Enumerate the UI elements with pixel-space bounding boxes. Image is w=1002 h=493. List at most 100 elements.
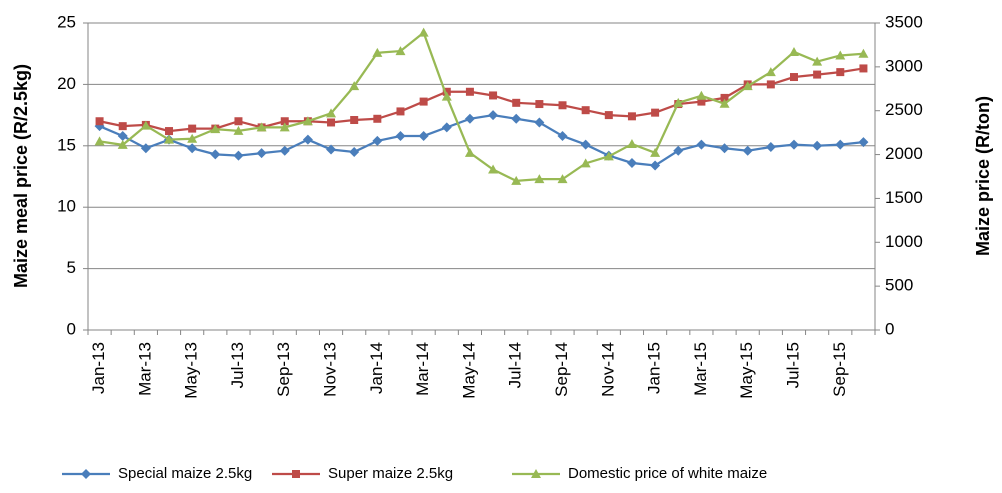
x-tick-label: Jul-13 [228, 342, 247, 388]
marker [512, 98, 521, 107]
marker [742, 81, 753, 91]
marker [696, 139, 707, 150]
series-line [99, 113, 864, 167]
y2-tick-label: 2500 [885, 100, 923, 119]
series-line [99, 30, 864, 183]
marker [395, 130, 406, 141]
marker [788, 46, 799, 56]
legend-marker [81, 469, 91, 479]
marker [464, 147, 475, 157]
marker [673, 97, 684, 107]
marker [441, 122, 452, 133]
x-tick-label: Mar-15 [691, 342, 710, 396]
marker [650, 147, 661, 157]
x-tick-label: Sep-15 [830, 342, 849, 397]
marker [765, 142, 776, 153]
legend-label: Special maize 2.5kg [118, 465, 252, 482]
marker [765, 67, 776, 77]
marker [210, 124, 221, 134]
marker [280, 117, 289, 126]
y2-tick-label: 500 [885, 276, 913, 295]
marker [465, 87, 474, 96]
marker [233, 150, 244, 161]
marker [419, 97, 428, 106]
marker [326, 144, 337, 155]
x-tick-label: Sep-13 [274, 342, 293, 397]
x-tick-label: Nov-13 [321, 342, 340, 397]
marker [511, 113, 522, 124]
y-tick-label: 20 [57, 74, 76, 93]
marker [187, 143, 198, 154]
marker [650, 160, 661, 171]
x-tick-label: Mar-13 [135, 342, 154, 396]
marker [140, 143, 151, 154]
y-axis-title: Maize meal price (R/2.5kg) [11, 64, 31, 288]
marker [604, 111, 613, 120]
legend-item: Domestic price of white maize [512, 465, 767, 482]
marker [234, 117, 243, 126]
marker [396, 107, 405, 116]
x-tick-label: May-14 [459, 342, 478, 399]
marker [256, 122, 267, 132]
marker [812, 140, 823, 151]
marker [627, 112, 636, 121]
x-tick-label: Jan-13 [89, 342, 108, 394]
y2-tick-label: 0 [885, 319, 894, 338]
marker [789, 73, 798, 82]
y2-tick-label: 3000 [885, 56, 923, 75]
marker [651, 108, 660, 117]
marker [326, 108, 337, 118]
marker [719, 143, 730, 154]
marker [418, 27, 429, 37]
y2-axis-title: Maize price (R/ton) [973, 96, 993, 256]
marker [117, 130, 128, 141]
marker [140, 120, 151, 130]
marker [188, 124, 197, 133]
marker [349, 146, 360, 157]
marker [164, 134, 175, 144]
marker [302, 134, 313, 145]
marker [858, 48, 869, 58]
x-tick-label: Jul-15 [783, 342, 802, 388]
marker [626, 157, 637, 168]
marker [489, 91, 498, 100]
marker [719, 98, 730, 108]
marker [812, 56, 823, 66]
x-tick-label: May-13 [182, 342, 201, 399]
x-tick-label: Sep-14 [552, 342, 571, 397]
marker [557, 174, 568, 184]
x-tick-label: May-15 [737, 342, 756, 399]
marker [580, 139, 591, 150]
y2-tick-label: 1500 [885, 188, 923, 207]
y2-tick-label: 3500 [885, 12, 923, 31]
marker [233, 125, 244, 135]
marker [535, 100, 544, 109]
marker [697, 97, 706, 106]
marker [95, 117, 104, 126]
marker [372, 47, 383, 57]
marker [488, 164, 499, 174]
y-tick-label: 0 [67, 319, 76, 338]
legend-label: Domestic price of white maize [568, 465, 767, 482]
marker [835, 139, 846, 150]
marker [626, 139, 637, 149]
y-tick-label: 15 [57, 135, 76, 154]
marker [696, 90, 707, 100]
marker [210, 149, 221, 160]
y-tick-label: 10 [57, 197, 76, 216]
legend-item: Super maize 2.5kg [272, 465, 453, 482]
marker [836, 68, 845, 77]
marker [534, 117, 545, 128]
marker [720, 93, 729, 102]
marker [557, 130, 568, 141]
y-tick-label: 5 [67, 258, 76, 277]
marker [580, 158, 591, 168]
marker [558, 101, 567, 110]
series-line [99, 67, 864, 133]
marker [117, 139, 128, 149]
legend-item: Special maize 2.5kg [62, 465, 252, 482]
marker [441, 91, 452, 101]
marker [464, 113, 475, 124]
marker [373, 114, 382, 123]
